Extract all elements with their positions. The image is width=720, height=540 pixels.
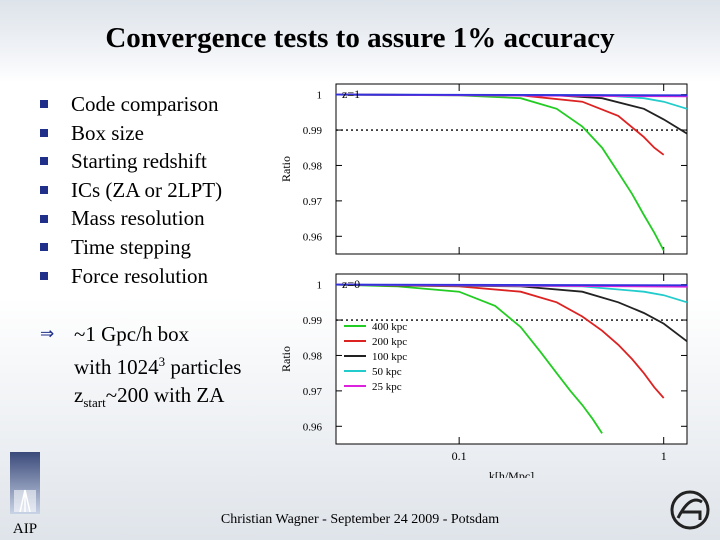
y-axis-label: Ratio bbox=[279, 346, 293, 372]
y-tick-label: 0.96 bbox=[303, 231, 323, 243]
implies-arrow-icon: ⇒ bbox=[40, 324, 55, 344]
panel-label: z=0 bbox=[342, 277, 360, 291]
conclusion-line-3-sub: start bbox=[83, 395, 106, 411]
conclusion-line-1: ~1 Gpc/h box bbox=[74, 322, 190, 346]
conclusion-line-2-prefix: with 1024 bbox=[74, 355, 159, 379]
legend-label: 200 kpc bbox=[372, 336, 407, 348]
bullet-square-icon bbox=[40, 271, 48, 280]
legend-label: 50 kpc bbox=[372, 366, 402, 378]
bullet-square-icon bbox=[40, 128, 48, 137]
bullet-item: Time stepping bbox=[40, 233, 222, 262]
y-tick-label: 0.98 bbox=[303, 350, 323, 362]
conclusion-line-3-prefix: z bbox=[74, 383, 84, 407]
legend-label: 25 kpc bbox=[372, 381, 402, 393]
conclusion-line-2: with 10243 particles bbox=[74, 348, 241, 381]
series-line-400-kpc bbox=[335, 93, 665, 251]
y-tick-label: 0.99 bbox=[303, 315, 323, 327]
y-tick-label: 0.98 bbox=[303, 160, 323, 172]
legend-label: 100 kpc bbox=[372, 351, 407, 363]
y-tick-label: 1 bbox=[317, 90, 323, 102]
ag-logo bbox=[670, 490, 710, 530]
bullet-text: Code comparison bbox=[71, 92, 219, 116]
plot-frame bbox=[335, 83, 688, 255]
y-tick-label: 1 bbox=[317, 280, 323, 292]
series-line-400-kpc bbox=[335, 283, 603, 434]
conclusion-line-3-suffix: ~200 with ZA bbox=[105, 383, 225, 407]
bullet-item: Mass resolution bbox=[40, 204, 222, 233]
bullet-text: ICs (ZA or 2LPT) bbox=[71, 177, 223, 202]
bullet-list: Code comparison Box size Starting redshi… bbox=[40, 90, 222, 290]
bullet-item: Force resolution bbox=[40, 262, 222, 291]
x-tick-label: 0.1 bbox=[452, 449, 467, 463]
y-tick-label: 0.96 bbox=[303, 421, 323, 433]
y-axis-label: Ratio bbox=[279, 156, 293, 182]
series-line-reference bbox=[335, 283, 688, 287]
aip-logo-text: AIP bbox=[13, 521, 37, 536]
bullet-square-icon bbox=[40, 157, 48, 166]
series-line-reference bbox=[335, 93, 688, 97]
x-tick-label: 1 bbox=[661, 449, 667, 463]
bullet-text: Box size bbox=[71, 120, 144, 145]
slide-title: Convergence tests to assure 1% accuracy bbox=[105, 22, 615, 54]
footer-text: Christian Wagner - September 24 2009 - P… bbox=[220, 512, 500, 527]
bullet-text: Starting redshift bbox=[71, 149, 207, 174]
bullet-item: Box size bbox=[40, 119, 222, 148]
bullet-square-icon bbox=[40, 100, 48, 109]
plot-frame bbox=[335, 273, 688, 445]
bullet-square-icon bbox=[40, 186, 48, 195]
panel-label: z=1 bbox=[342, 87, 360, 101]
conclusion-line-2-sup: 3 bbox=[158, 354, 166, 369]
series-line-200-kpc bbox=[335, 283, 665, 399]
conclusion-line-3: zstart~200 with ZA bbox=[74, 381, 241, 417]
y-tick-label: 0.99 bbox=[303, 125, 323, 137]
convergence-chart: 1 0.99 0.98 0.97 0.96 z=1 Ratio 1 0.99 0.98 0.97 0.… bbox=[279, 83, 688, 478]
bullet-text: Mass resolution bbox=[71, 206, 205, 231]
conclusion-line-2-suffix: particles bbox=[165, 355, 242, 379]
bullet-text: Force resolution bbox=[71, 263, 209, 288]
bullet-square-icon bbox=[40, 214, 48, 223]
x-axis-label: k[h/Mpc] bbox=[489, 469, 534, 478]
y-tick-label: 0.97 bbox=[303, 196, 323, 208]
aip-logo: AIP bbox=[10, 452, 40, 536]
conclusion-block: ⇒ ~1 Gpc/h box with 10243 particles zsta… bbox=[40, 320, 241, 417]
title-band bbox=[0, 0, 720, 82]
bullet-item: Code comparison bbox=[40, 90, 222, 119]
bullet-square-icon bbox=[40, 243, 48, 252]
y-tick-label: 0.97 bbox=[303, 386, 323, 398]
bullet-item: Starting redshift bbox=[40, 147, 222, 176]
bullet-text: Time stepping bbox=[71, 234, 191, 259]
bullet-item: ICs (ZA or 2LPT) bbox=[40, 176, 222, 205]
legend-label: 400 kpc bbox=[372, 321, 407, 333]
